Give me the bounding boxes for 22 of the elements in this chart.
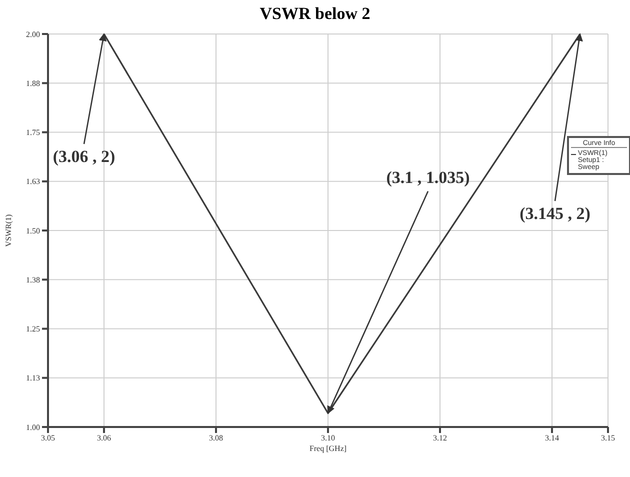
- y-tick-label: 2.00: [26, 30, 40, 39]
- annotation: (3.145 , 2): [520, 204, 590, 223]
- y-tick-label: 1.13: [26, 374, 40, 383]
- y-tick-label: 1.25: [26, 324, 40, 334]
- x-tick-label: 3.15: [601, 434, 615, 443]
- annotation: (3.06 , 2): [52, 147, 116, 166]
- x-tick-label: 3.08: [209, 434, 223, 443]
- x-tick-label: 3.06: [97, 434, 111, 443]
- chart-title: VSWR below 2: [258, 4, 372, 24]
- annotation: (3.1 , 1.035): [386, 168, 470, 188]
- x-tick-label: 3.10: [321, 434, 335, 443]
- y-tick-label: 1.00: [26, 422, 40, 432]
- y-axis-title: VSWR(1): [4, 214, 13, 247]
- x-tick-label: 3.12: [433, 434, 447, 443]
- y-tick-label: 1.75: [26, 128, 40, 138]
- x-axis-title: Freq [GHz]: [309, 444, 347, 453]
- y-tick-label: 1.38: [26, 275, 40, 284]
- x-tick-label: 3.14: [545, 434, 559, 443]
- y-tick-label: 1.88: [26, 78, 40, 88]
- y-tick-label: 1.50: [26, 226, 40, 236]
- y-tick-label: 1.63: [26, 177, 40, 186]
- x-tick-label: 3.05: [41, 434, 55, 443]
